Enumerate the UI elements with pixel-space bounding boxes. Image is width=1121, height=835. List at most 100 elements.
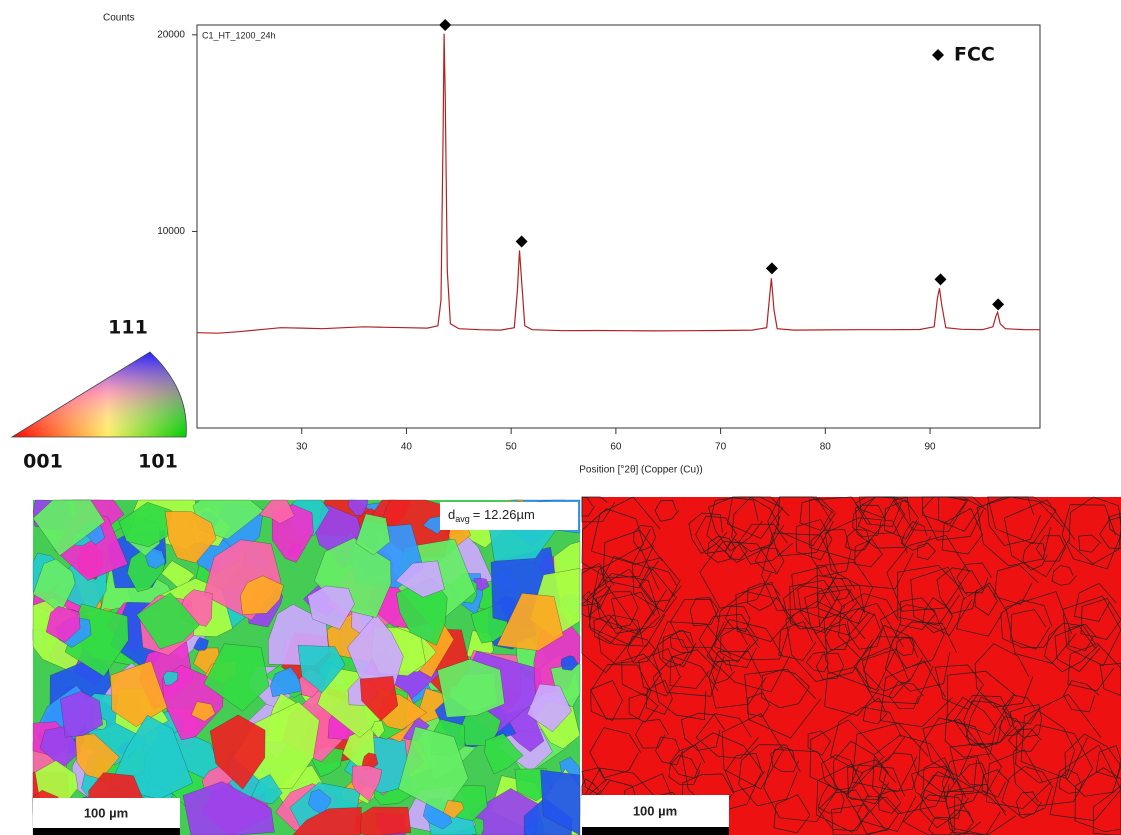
grain xyxy=(75,733,120,780)
grain-boundary xyxy=(810,529,852,577)
grain-boundary xyxy=(1080,597,1121,640)
grain-boundary xyxy=(714,591,799,661)
grain-boundary xyxy=(911,766,956,802)
grain-boundary xyxy=(795,519,833,561)
grain-boundary xyxy=(1051,565,1077,586)
grain-boundary xyxy=(863,625,923,692)
grain-boundary xyxy=(657,637,690,668)
grain-boundary xyxy=(845,764,917,832)
grain-boundary xyxy=(744,668,822,739)
ipf-map xyxy=(32,499,581,835)
peak-marker xyxy=(934,273,947,286)
plot-frame xyxy=(196,24,1041,429)
grain-boundary xyxy=(581,496,595,517)
grain xyxy=(164,511,217,564)
grain-boundary xyxy=(946,670,1018,736)
grain xyxy=(240,575,284,615)
grain-boundary xyxy=(960,762,987,786)
grain-boundary xyxy=(791,565,841,620)
scale-bar-box xyxy=(33,798,180,828)
grain-boundary xyxy=(727,496,784,539)
x-tick-label: 60 xyxy=(610,442,622,453)
grain xyxy=(496,593,564,651)
grain-boundary xyxy=(707,497,763,552)
grain-boundary xyxy=(731,496,784,552)
grain-boundary xyxy=(808,496,884,561)
grain-boundary xyxy=(689,597,719,627)
grain xyxy=(527,683,572,732)
grain-boundary xyxy=(783,585,833,630)
grain-boundary xyxy=(897,565,968,626)
grain-boundary xyxy=(761,669,810,709)
grain-boundary xyxy=(804,584,876,654)
grain-boundary xyxy=(737,523,794,565)
grain-boundary xyxy=(987,496,1057,545)
grain-boundary xyxy=(994,564,1039,605)
grain-boundary xyxy=(879,660,954,728)
scale-bar xyxy=(582,827,729,835)
boundary-map xyxy=(581,496,1121,835)
grain-boundary xyxy=(681,712,725,751)
grain-boundary xyxy=(763,749,839,823)
grain-boundary xyxy=(824,666,880,716)
grain-boundary xyxy=(937,496,983,532)
grain-boundary xyxy=(698,614,758,662)
grain-boundary xyxy=(1063,680,1100,713)
scale-bar-label: 100 µm xyxy=(633,803,677,818)
grain-boundary xyxy=(922,719,983,778)
grain-boundary xyxy=(588,568,659,646)
grain-boundary xyxy=(1005,591,1077,664)
grain xyxy=(371,720,385,739)
x-axis-label: Position [°2θ] (Copper (Cu)) xyxy=(579,465,703,476)
grain-boundary xyxy=(852,504,887,538)
grain-boundary xyxy=(956,582,1008,637)
peak-marker xyxy=(765,262,778,275)
grain-boundary xyxy=(688,512,728,555)
grain-boundary xyxy=(590,496,661,564)
grain-boundary xyxy=(1095,745,1121,779)
grain-boundary xyxy=(581,508,655,579)
grain-boundary xyxy=(1012,724,1093,807)
grain xyxy=(550,663,581,709)
grain-boundary xyxy=(944,696,997,758)
grain-boundary xyxy=(943,783,1017,835)
grain xyxy=(191,701,216,722)
grain-boundary xyxy=(892,496,969,533)
grain-boundary xyxy=(1035,535,1067,562)
grain-boundary xyxy=(632,557,681,613)
grain-boundary xyxy=(1000,599,1060,649)
grain-boundary xyxy=(807,730,832,756)
grain-boundary xyxy=(824,623,851,650)
grain xyxy=(292,807,362,835)
grain-boundary xyxy=(851,722,929,792)
grain-boundary xyxy=(785,600,874,683)
grain xyxy=(32,499,106,557)
grain-boundary xyxy=(884,621,957,692)
grain-boundary xyxy=(974,643,1034,708)
symbol: d xyxy=(448,507,455,522)
x-tick-label: 50 xyxy=(506,442,518,453)
grain-boundary xyxy=(593,614,624,645)
grain-boundary xyxy=(1074,767,1121,833)
grain-boundary xyxy=(922,597,953,634)
grain-boundary xyxy=(633,525,656,552)
grain-boundary xyxy=(919,774,964,819)
grain-boundary xyxy=(941,507,984,555)
grain-boundary xyxy=(910,566,973,636)
grain xyxy=(395,560,445,598)
peak-marker xyxy=(439,19,452,31)
grain-boundary xyxy=(652,621,732,697)
grain-boundary xyxy=(833,740,889,801)
grain-boundary xyxy=(708,651,767,709)
grain-boundary xyxy=(1068,623,1097,652)
grain-boundary xyxy=(998,716,1024,737)
grain-boundary xyxy=(1067,643,1121,692)
grain-boundary xyxy=(586,573,666,647)
grain xyxy=(251,774,283,804)
grain-boundary xyxy=(877,789,902,814)
peak-marker xyxy=(992,298,1005,311)
grain-boundary xyxy=(878,752,919,793)
grain-boundary xyxy=(918,717,991,793)
ipf-label: 111 xyxy=(108,317,148,339)
grain-boundary xyxy=(853,636,934,704)
